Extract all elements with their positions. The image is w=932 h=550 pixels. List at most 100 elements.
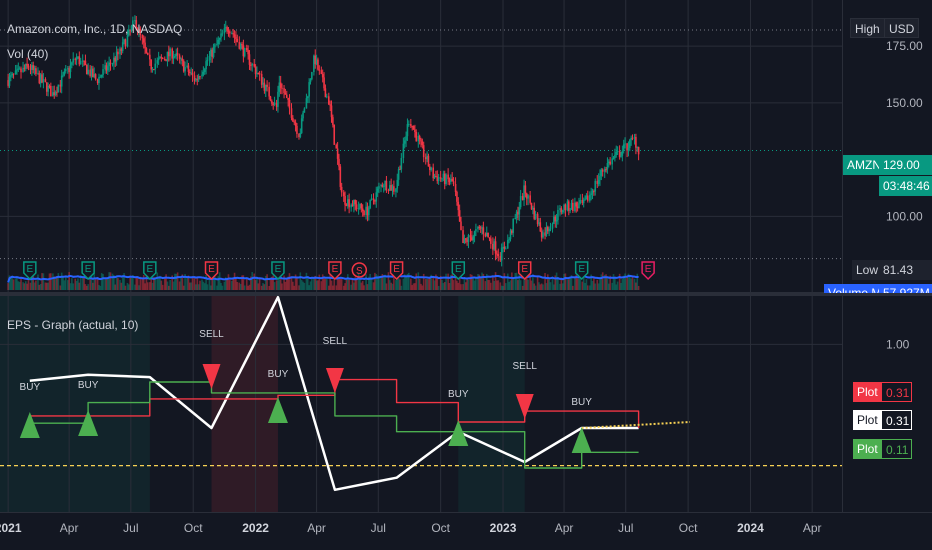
countdown-tag: 03:48:46 (879, 176, 932, 196)
price-tick-2: 100.00 (886, 209, 923, 223)
candle-body-211 (321, 74, 324, 78)
volume-bar-411 (620, 283, 622, 290)
high-button[interactable]: High (850, 18, 885, 38)
candle-body-184 (281, 87, 283, 89)
candle-body-217 (330, 105, 333, 118)
earnings-badge-5[interactable]: E (328, 261, 342, 281)
candle-body-280 (424, 157, 427, 160)
volume-bar-205 (313, 277, 315, 290)
earnings-badge-8[interactable]: E (451, 261, 466, 281)
volume-bar-0 (7, 283, 9, 290)
candle-body-390 (589, 194, 591, 201)
volume-bar-123 (190, 282, 192, 290)
volume-bar-294 (445, 273, 447, 290)
candle-body-140 (216, 44, 218, 46)
volume-bar-113 (175, 273, 178, 290)
candle-body-399 (601, 169, 604, 172)
earnings-badge-0[interactable]: E (23, 261, 37, 281)
volume-bar-183 (279, 276, 282, 290)
volume-bar-138 (212, 278, 215, 290)
volume-bar-81 (128, 284, 130, 290)
symbol-legend[interactable]: Amazon.com, Inc., 1D, NASDAQ (7, 22, 183, 36)
candle-body-18 (33, 68, 36, 70)
currency-button[interactable]: USD (884, 18, 920, 38)
candle-body-100 (156, 60, 159, 64)
candle-body-98 (153, 69, 155, 71)
candle-body-376 (567, 201, 570, 211)
volume-bar-74 (117, 278, 119, 290)
volume-bar-201 (306, 276, 309, 290)
candle-body-288 (436, 176, 439, 182)
earnings-badge-1[interactable]: E (81, 261, 95, 281)
volume-bar-203 (309, 281, 312, 290)
candle-body-350 (529, 195, 531, 203)
candle-body-105 (163, 58, 166, 60)
volume-bar-340 (514, 273, 517, 290)
candle-body-392 (591, 190, 594, 194)
volume-bar-292 (442, 283, 445, 290)
earnings-badge-9[interactable]: E (517, 261, 532, 281)
volume-bar-171 (262, 283, 264, 290)
candle-body-188 (287, 97, 289, 100)
volume-bar-371 (560, 278, 563, 290)
volume-bar-50 (81, 276, 84, 290)
candle-body-39 (64, 68, 67, 72)
volume-bar-391 (590, 274, 592, 290)
indicator-legend[interactable]: EPS - Graph (actual, 10) (7, 318, 139, 332)
volume-bar-264 (400, 285, 403, 290)
candle-body-154 (236, 38, 239, 43)
volume-bar-137 (211, 273, 213, 290)
earnings-badge-2[interactable]: E (143, 261, 157, 281)
earnings-badge-3[interactable]: E (204, 261, 219, 281)
volume-bar-414 (624, 273, 626, 290)
volume-bar-418 (630, 278, 632, 290)
candle-body-282 (427, 155, 430, 167)
svg-text:E: E (208, 264, 215, 275)
volume-bar-126 (195, 284, 197, 290)
candle-body-249 (378, 186, 380, 189)
volume-bar-284 (430, 274, 432, 290)
candle-body-293 (443, 173, 446, 185)
volume-bar-262 (397, 275, 400, 290)
volume-bar-361 (545, 283, 548, 290)
candle-body-35 (59, 84, 62, 87)
earnings-badge-4[interactable]: E (271, 261, 285, 281)
earnings-badge-6[interactable]: S (351, 262, 368, 278)
volume-bar-326 (493, 280, 496, 290)
volume-bar-213 (324, 278, 327, 290)
candle-body-317 (479, 227, 482, 229)
candle-body-407 (614, 154, 616, 159)
volume-bar-317 (479, 277, 482, 290)
candle-body-363 (548, 229, 550, 232)
candle-body-339 (512, 218, 514, 233)
candle-body-59 (94, 74, 97, 80)
candle-body-101 (157, 58, 160, 61)
volume-bar-355 (536, 276, 539, 290)
volume-bar-11 (23, 283, 26, 290)
candle-body-379 (572, 202, 574, 212)
earnings-badge-10[interactable]: E (574, 261, 589, 281)
earnings-badge-11[interactable]: E (641, 261, 655, 281)
volume-bar-182 (278, 272, 281, 290)
volume-bar-269 (407, 272, 410, 290)
volume-bar-217 (330, 280, 333, 290)
candle-body-381 (575, 202, 578, 207)
candle-body-417 (629, 139, 631, 148)
candle-body-389 (586, 195, 589, 201)
volume-bar-331 (500, 285, 503, 290)
candle-body-362 (546, 227, 549, 232)
candle-body-245 (372, 198, 375, 201)
volume-bar-162 (248, 284, 251, 290)
volume-bar-175 (268, 285, 270, 290)
candle-body-246 (374, 200, 376, 202)
candle-body-256 (389, 185, 391, 191)
volume-bar-229 (348, 279, 350, 290)
earnings-badge-7[interactable]: E (389, 261, 404, 281)
candle-body-240 (365, 206, 367, 216)
volume-legend[interactable]: Vol (40) (7, 47, 49, 61)
volume-bar-147 (226, 279, 228, 290)
candle-body-326 (493, 241, 496, 250)
candle-body-223 (339, 166, 342, 187)
eps-series-0 (29, 295, 639, 492)
